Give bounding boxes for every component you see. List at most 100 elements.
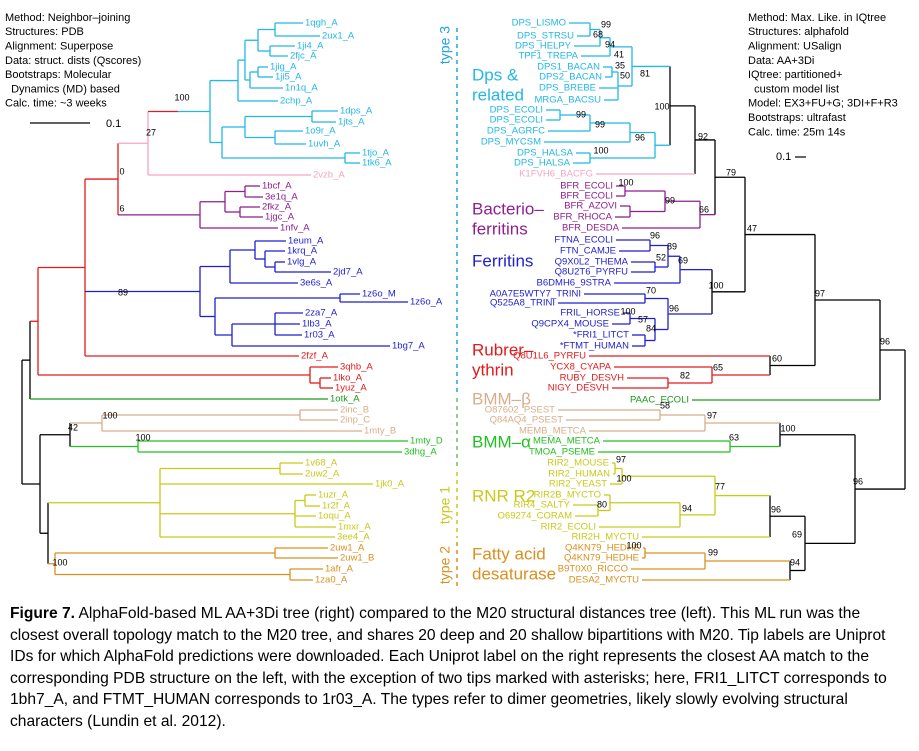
tip-label: 2fkz_A — [262, 202, 292, 213]
tip-label: 2uw2_A — [305, 469, 340, 480]
tip-label: 1n1q_A — [285, 83, 318, 94]
tip-label: B6DMH6_9STRA — [537, 278, 612, 289]
tip-label: DPS_MYCSM — [481, 137, 541, 148]
bootstrap-value: 0 — [119, 166, 124, 176]
tip-label: 2chp_A — [280, 96, 313, 107]
tip-label: FTN_CAMJE — [560, 246, 616, 257]
tip-label: MEMA_METCA — [533, 436, 601, 447]
tip-label: 2vzb_A — [313, 170, 345, 181]
tip-label: BFR_RHOCA — [553, 212, 612, 223]
bootstrap-value: 100 — [780, 423, 795, 433]
tip-label: 1z6o_A — [410, 297, 443, 308]
bootstrap-value: 89 — [667, 241, 677, 251]
bootstrap-value: 82 — [680, 370, 690, 380]
bootstrap-value: 52 — [656, 252, 666, 262]
bootstrap-value: 99 — [665, 195, 675, 205]
tip-label: MRGA_BACSU — [534, 95, 601, 106]
tip-label: 1mxr_A — [338, 522, 371, 533]
tip-label: 1uvh_A — [308, 139, 341, 150]
tip-label: RIR2_ECOLI — [541, 522, 596, 533]
tip-label: 1ji4_A — [297, 41, 324, 52]
bootstrap-value: 97 — [616, 454, 626, 464]
bootstrap-value: 41 — [614, 49, 624, 59]
bootstrap-value: 99 — [576, 109, 586, 119]
group-label: ythrin — [472, 360, 514, 379]
tip-label: *FRI1_LITCT — [573, 330, 629, 341]
tip-label: TMOA_PSEME — [529, 447, 595, 458]
caption-text: AlphaFold-based ML AA+3Di tree (right) c… — [10, 605, 887, 730]
bootstrap-value: 97 — [815, 288, 825, 298]
bootstrap-value: 66 — [699, 204, 709, 214]
tip-label: DPS_HALSA — [517, 148, 574, 159]
tip-label: RIR2_MOUSE — [547, 458, 609, 469]
tip-label: 1yuz_A — [335, 383, 367, 394]
tip-label: 1otk_A — [330, 394, 360, 405]
bootstrap-value: 70 — [646, 285, 656, 295]
bootstrap-value: 96 — [771, 504, 781, 514]
tip-label: 1eum_A — [288, 236, 324, 247]
bootstrap-value: 99 — [708, 547, 718, 557]
group-label: desaturase — [472, 564, 556, 583]
bootstrap-value: 100 — [616, 473, 631, 483]
group-label: RNR R2 — [472, 486, 535, 505]
bootstrap-value: 100 — [654, 101, 669, 111]
bootstrap-value: 81 — [640, 68, 650, 78]
tip-label: Q8U1L6_PYRFU — [513, 351, 586, 362]
tip-label: 2inc_B — [340, 405, 369, 416]
tip-label: 1krq_A — [287, 246, 318, 257]
bootstrap-value: 96 — [853, 476, 863, 486]
tip-label: DPS_HALSA — [514, 158, 571, 169]
method-info: Data: struct. dists (Qscores) — [5, 55, 141, 67]
bootstrap-value: 96 — [880, 336, 890, 346]
tip-label: TPF1_TREPA — [519, 51, 579, 62]
bootstrap-value: 47 — [747, 223, 757, 233]
tip-label: 1tk6_A — [362, 158, 392, 169]
tip-label: DPS2_BACAN — [539, 72, 602, 83]
method-info: Structures: PDB — [5, 26, 84, 38]
bootstrap-value: 60 — [772, 353, 782, 363]
tip-label: 1afr_A — [325, 564, 354, 575]
tip-label: PAAC_ECOLI — [630, 395, 689, 406]
method-info: Method: Neighbor–joining — [5, 12, 130, 24]
tip-label: O69274_CORAM — [498, 511, 573, 522]
method-info: Dynamics (MD) based — [5, 83, 120, 95]
bootstrap-value: 100 — [135, 432, 150, 442]
tip-label: 1uzr_A — [318, 490, 349, 501]
method-info: Bootstraps: ultrafast — [748, 112, 846, 124]
method-info: custom model list — [748, 83, 839, 95]
tip-label: 1o9r_A — [305, 126, 336, 137]
bootstrap-value: 97 — [707, 410, 717, 420]
tip-label: Q4KN79_HEDHE — [565, 543, 640, 554]
tip-label: 3ee4_A — [337, 532, 370, 543]
bootstrap-value: 100 — [626, 540, 641, 550]
tip-label: DPS_ECOLI — [490, 115, 543, 126]
bootstrap-value: 96 — [635, 132, 645, 142]
tip-label: *FTMT_HUMAN — [560, 341, 629, 352]
tip-label: 1r03_A — [304, 330, 335, 341]
tip-label: 1bg7_A — [392, 341, 425, 352]
bootstrap-value: 100 — [52, 557, 67, 567]
tip-label: 1vlg_A — [287, 257, 317, 268]
tip-label: 2fzf_A — [301, 351, 329, 362]
tip-label: 1nfv_A — [280, 223, 310, 234]
tip-label: 1z6o_M — [362, 289, 396, 300]
method-info: Calc. time: ~3 weeks — [5, 98, 107, 110]
bootstrap-value: 94 — [790, 557, 800, 567]
tip-label: BFR_ECOLI — [560, 181, 613, 192]
type-label: type 3 — [437, 26, 453, 64]
tip-label: DPS_STRSU — [517, 31, 574, 42]
tip-label: 1jk0_A — [375, 479, 405, 490]
bootstrap-value: 79 — [726, 167, 736, 177]
tip-label: BFR_ECOLI — [560, 191, 613, 202]
tip-label: 1jig_A — [270, 62, 297, 73]
tip-label: DPS1_BACAN — [537, 62, 600, 73]
tip-label: Q9CPX4_MOUSE — [531, 319, 609, 330]
method-info: Calc. time: 25m 14s — [748, 126, 846, 138]
method-info: IQtree: partitioned+ — [748, 69, 842, 81]
bootstrap-value: 58 — [660, 400, 670, 410]
group-label: Ferritins — [472, 251, 533, 270]
bootstrap-value: 100 — [708, 280, 723, 290]
tip-label: O87602_PSEST — [485, 405, 555, 416]
tip-label: 1ji5_A — [275, 72, 302, 83]
tip-label: 1dps_A — [340, 106, 373, 117]
